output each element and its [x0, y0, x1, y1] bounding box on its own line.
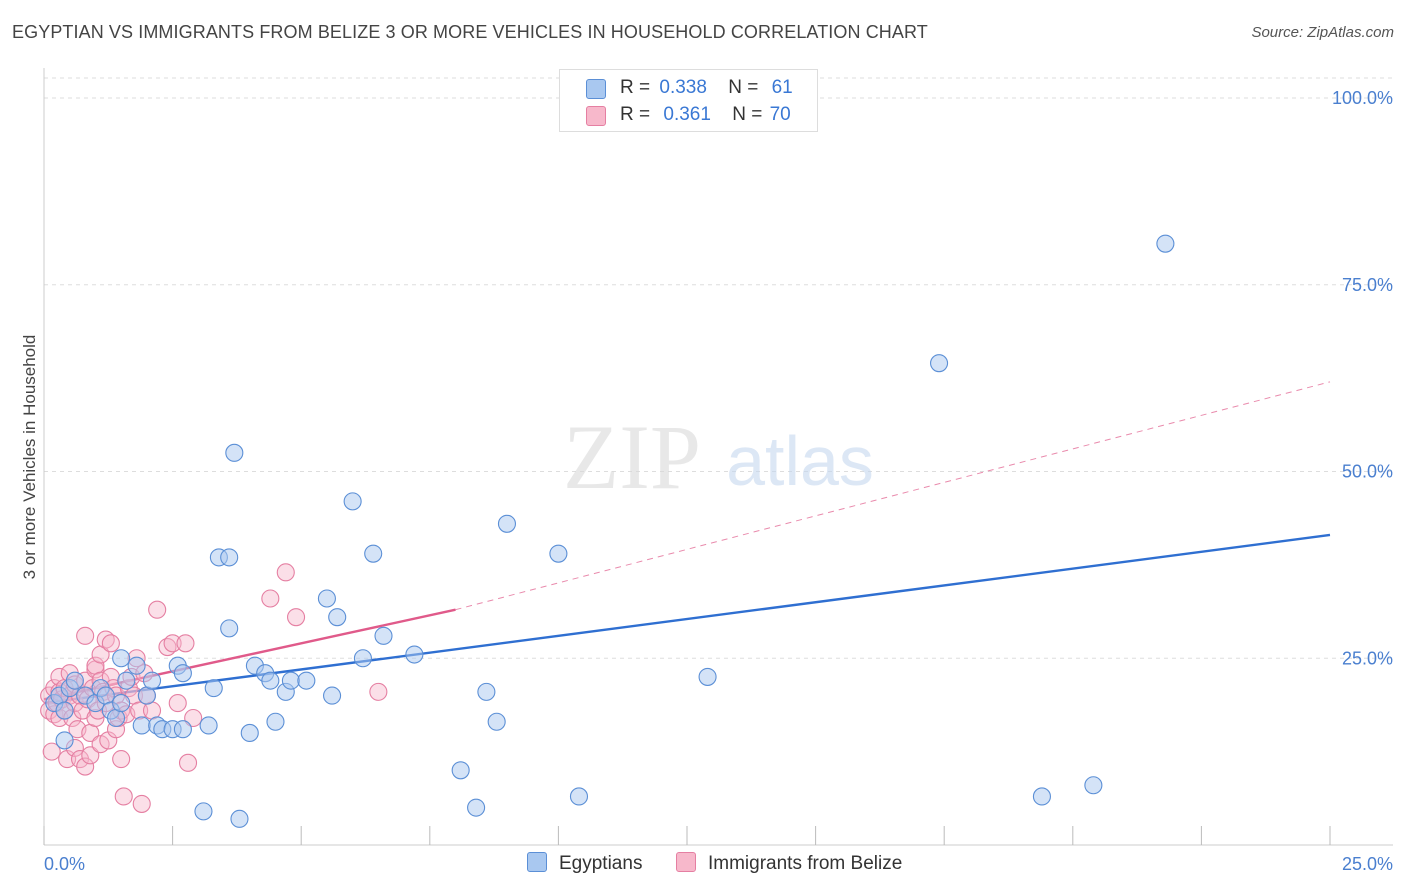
- data-point-belize: [101, 634, 120, 653]
- data-point-egyptians: [266, 712, 285, 731]
- data-point-egyptians: [451, 761, 470, 780]
- watermark-zip: ZIP: [563, 406, 701, 508]
- data-point-belize: [114, 787, 133, 806]
- legend-swatch-belize: [586, 106, 606, 126]
- data-point-egyptians: [353, 649, 372, 668]
- data-point-egyptians: [487, 712, 506, 731]
- watermark-atlas: atlas: [726, 422, 874, 500]
- data-point-egyptians: [374, 626, 393, 645]
- watermark: ZIP atlas: [563, 406, 874, 508]
- data-point-egyptians: [230, 809, 249, 828]
- data-point-egyptians: [1032, 787, 1051, 806]
- y-tick-labels: 25.0% 50.0% 75.0% 100.0%: [1332, 88, 1393, 668]
- data-point-egyptians: [55, 701, 74, 720]
- data-point-egyptians: [323, 686, 342, 705]
- data-point-egyptians: [281, 671, 300, 690]
- data-point-egyptians: [173, 720, 192, 739]
- y-tick-label: 100.0%: [1332, 88, 1393, 108]
- data-point-belize: [176, 634, 195, 653]
- data-point-belize: [184, 708, 203, 728]
- data-point-egyptians: [132, 716, 151, 735]
- data-point-belize: [132, 794, 151, 813]
- legend-swatch-egyptians: [586, 79, 606, 99]
- data-point-egyptians: [317, 589, 336, 608]
- y-axis-title: 3 or more Vehicles in Household: [20, 335, 39, 580]
- data-point-egyptians: [112, 694, 131, 713]
- data-point-egyptians: [343, 492, 362, 511]
- data-point-egyptians: [364, 544, 383, 563]
- data-point-egyptians: [55, 731, 74, 750]
- data-point-egyptians: [328, 608, 347, 627]
- chart-title: EGYPTIAN VS IMMIGRANTS FROM BELIZE 3 OR …: [12, 22, 928, 42]
- data-point-belize: [148, 600, 167, 619]
- legend-r-value: 0.361: [663, 104, 711, 125]
- data-point-egyptians: [220, 548, 239, 567]
- data-point-egyptians: [127, 656, 146, 675]
- data-point-belize: [112, 750, 131, 769]
- axes: [43, 68, 1393, 846]
- correlation-legend: R = 0.338 N = 61 R = 0.361 N = 70: [559, 69, 818, 132]
- data-point-belize: [369, 682, 388, 701]
- x-tick-label-min: 0.0%: [44, 854, 85, 874]
- data-point-belize: [81, 746, 100, 765]
- data-point-egyptians: [204, 679, 223, 698]
- bottom-legend-swatch-egyptians: [527, 852, 547, 872]
- data-point-belize: [76, 757, 95, 776]
- data-point-belize: [178, 753, 198, 772]
- data-point-belize: [276, 563, 295, 582]
- data-point-egyptians: [497, 514, 517, 533]
- data-point-egyptians: [225, 443, 244, 462]
- data-point-egyptians: [173, 664, 192, 683]
- data-point-egyptians: [467, 798, 486, 817]
- trend-line-belize: [43, 608, 456, 701]
- data-point-belize: [42, 742, 61, 761]
- data-point-belize: [163, 634, 182, 653]
- data-point-egyptians: [930, 354, 949, 373]
- data-point-egyptians: [199, 716, 218, 735]
- data-point-belize: [168, 694, 187, 713]
- data-point-egyptians: [698, 667, 717, 686]
- source-label: Source: ZipAtlas.com: [1251, 24, 1394, 41]
- legend-r-value: 0.338: [659, 77, 707, 98]
- data-point-egyptians: [477, 682, 496, 701]
- data-point-belize: [287, 608, 306, 627]
- legend-n-value: 70: [769, 104, 791, 125]
- data-point-egyptians: [549, 544, 568, 563]
- data-point-egyptians: [240, 723, 259, 743]
- data-point-egyptians: [1084, 776, 1103, 795]
- data-point-egyptians: [142, 671, 162, 690]
- data-point-belize: [261, 589, 280, 608]
- data-point-egyptians: [569, 787, 589, 806]
- x-ticks: [43, 826, 1331, 845]
- legend-n-label: N =: [728, 77, 759, 98]
- data-point-egyptians: [297, 671, 316, 690]
- gridlines: [44, 77, 1393, 659]
- data-point-egyptians: [220, 619, 239, 638]
- data-point-egyptians: [65, 671, 84, 690]
- data-point-belize: [76, 626, 95, 645]
- data-point-egyptians: [405, 645, 424, 664]
- bottom-legend-swatch-belize: [676, 852, 696, 872]
- y-tick-label: 75.0%: [1342, 275, 1393, 295]
- legend-n-label: N =: [732, 104, 763, 125]
- legend-r-label: R =: [620, 77, 651, 98]
- x-tick-label-max: 25.0%: [1342, 854, 1393, 874]
- legend-r-label: R =: [620, 104, 651, 125]
- bottom-legend-label-belize: Immigrants from Belize: [708, 853, 903, 874]
- bottom-legend-label-egyptians: Egyptians: [559, 853, 643, 874]
- series-egyptians: [45, 234, 1175, 828]
- data-point-egyptians: [1156, 234, 1175, 253]
- data-point-egyptians: [194, 802, 213, 821]
- data-point-egyptians: [112, 649, 131, 668]
- bottom-legend-belize: Immigrants from Belize: [676, 852, 902, 876]
- data-point-egyptians: [261, 671, 280, 690]
- y-tick-label: 25.0%: [1342, 648, 1393, 668]
- y-tick-label: 50.0%: [1342, 462, 1393, 482]
- legend-n-value: 61: [771, 77, 793, 98]
- data-point-egyptians: [117, 671, 136, 690]
- bottom-legend-egyptians: Egyptians: [527, 852, 642, 876]
- trend-line-belize-extrapolated: [455, 381, 1331, 611]
